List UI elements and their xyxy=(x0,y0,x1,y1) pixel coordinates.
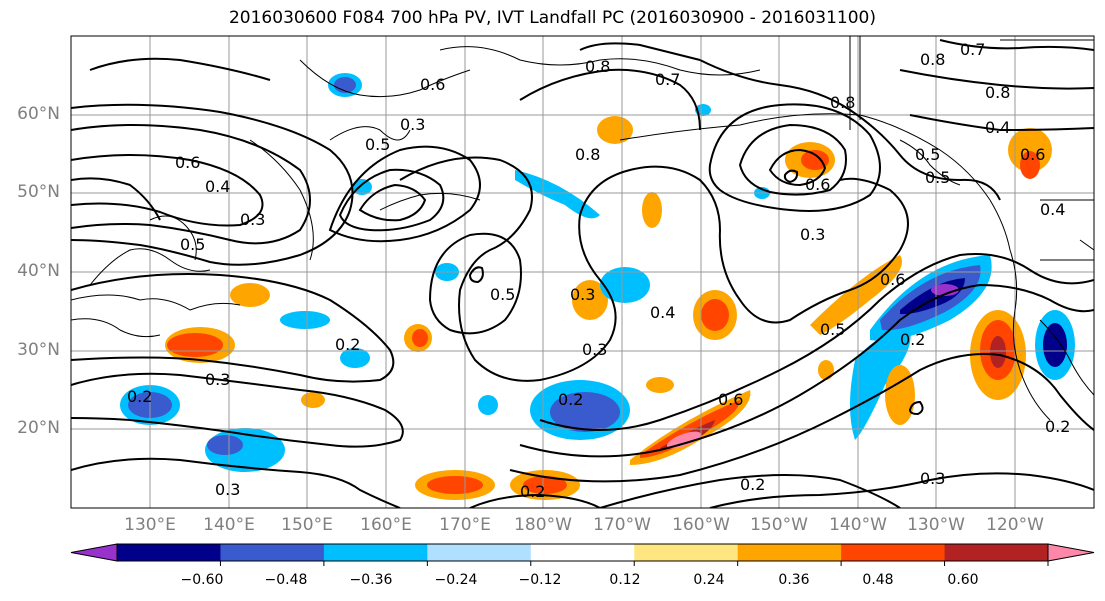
colorbar-tick-label: 0.12 xyxy=(609,572,641,588)
lon-label-170w: 170°W xyxy=(593,515,651,535)
contour-label: 0.2 xyxy=(900,330,925,349)
contour-label: 0.3 xyxy=(205,370,230,389)
lon-label-160w: 160°W xyxy=(672,515,730,535)
contour-label: 0.3 xyxy=(240,210,265,229)
contour-label: 0.3 xyxy=(215,480,240,499)
lon-label-120w: 120°W xyxy=(986,515,1044,535)
contour-label: 0.6 xyxy=(718,390,743,409)
contour-label: 0.7 xyxy=(655,70,680,89)
map-title: 2016030600 F084 700 hPa PV, IVT Landfall… xyxy=(228,8,876,28)
contour-label: 0.2 xyxy=(127,387,152,406)
colorbar-tick-label: 0.60 xyxy=(947,572,979,588)
contour-label: 0.6 xyxy=(420,75,445,94)
contour-label: 0.6 xyxy=(880,270,905,289)
contour-label: 0.5 xyxy=(925,168,950,187)
contour-label: 0.6 xyxy=(1020,145,1045,164)
contour-label: 0.8 xyxy=(920,50,945,69)
contour-label: 0.3 xyxy=(800,225,825,244)
colorbar-tick-label: −0.12 xyxy=(518,572,562,588)
contour-label: 0.3 xyxy=(920,469,945,488)
lat-label-20n: 20°N xyxy=(17,418,60,438)
contour-label: 0.3 xyxy=(400,115,425,134)
contour-label: 0.5 xyxy=(915,145,940,164)
contour-label: 0.8 xyxy=(985,83,1010,102)
colorbar-tick-label: −0.24 xyxy=(434,572,478,588)
contour-label: 0.2 xyxy=(520,482,545,501)
contour-label: 0.5 xyxy=(180,235,205,254)
lat-label-50n: 50°N xyxy=(17,182,60,202)
map-gridlines xyxy=(71,36,1094,508)
contour-label: 0.5 xyxy=(365,135,390,154)
map-frame xyxy=(70,35,1095,509)
lat-label-60n: 60°N xyxy=(17,104,60,124)
colorbar-tick-label: 0.48 xyxy=(862,572,894,588)
contour-label: 0.8 xyxy=(830,93,855,112)
contour-label: 0.2 xyxy=(335,335,360,354)
lon-label-160e: 160°E xyxy=(360,515,412,535)
lon-label-180w: 180°W xyxy=(514,515,572,535)
colorbar-tick-label: −0.48 xyxy=(264,572,308,588)
contour-labels: 0.7 0.8 0.8 0.4 0.6 0.8 0.5 0.5 0.6 0.4 … xyxy=(127,40,1070,501)
contour-label: 0.2 xyxy=(558,390,583,409)
colorbar-tick-label: −0.60 xyxy=(180,572,224,588)
lon-label-130e: 130°E xyxy=(124,515,176,535)
lat-label-40n: 40°N xyxy=(17,261,60,281)
lon-label-140e: 140°E xyxy=(203,515,255,535)
contour-label: 0.2 xyxy=(740,475,765,494)
contour-label: 0.5 xyxy=(490,285,515,304)
lon-label-150e: 150°E xyxy=(281,515,333,535)
contour-label: 0.4 xyxy=(985,118,1010,137)
contour-label: 0.4 xyxy=(1040,200,1065,219)
contour-label: 0.3 xyxy=(570,285,595,304)
pv-contours xyxy=(71,39,1094,508)
contour-label: 0.4 xyxy=(650,303,675,322)
contour-label: 0.8 xyxy=(585,57,610,76)
contour-label: 0.4 xyxy=(205,177,230,196)
lat-label-30n: 30°N xyxy=(17,340,60,360)
coastlines xyxy=(71,36,1094,421)
contour-label: 0.2 xyxy=(1045,417,1070,436)
contour-label: 0.6 xyxy=(805,175,830,194)
colorbar-tick-label: −0.36 xyxy=(349,572,393,588)
contour-label: 0.8 xyxy=(575,145,600,164)
colorbar-tick-label: 0.24 xyxy=(693,572,725,588)
contour-label: 0.7 xyxy=(960,40,985,59)
contour-label: 0.3 xyxy=(582,340,607,359)
colorbar-tick-label: 0.36 xyxy=(778,572,810,588)
contour-label: 0.6 xyxy=(175,153,200,172)
lon-label-170e: 170°E xyxy=(439,515,491,535)
contour-label: 0.5 xyxy=(820,320,845,339)
lon-label-130w: 130°W xyxy=(907,515,965,535)
lon-label-140w: 140°W xyxy=(829,515,887,535)
lon-label-150w: 150°W xyxy=(750,515,808,535)
